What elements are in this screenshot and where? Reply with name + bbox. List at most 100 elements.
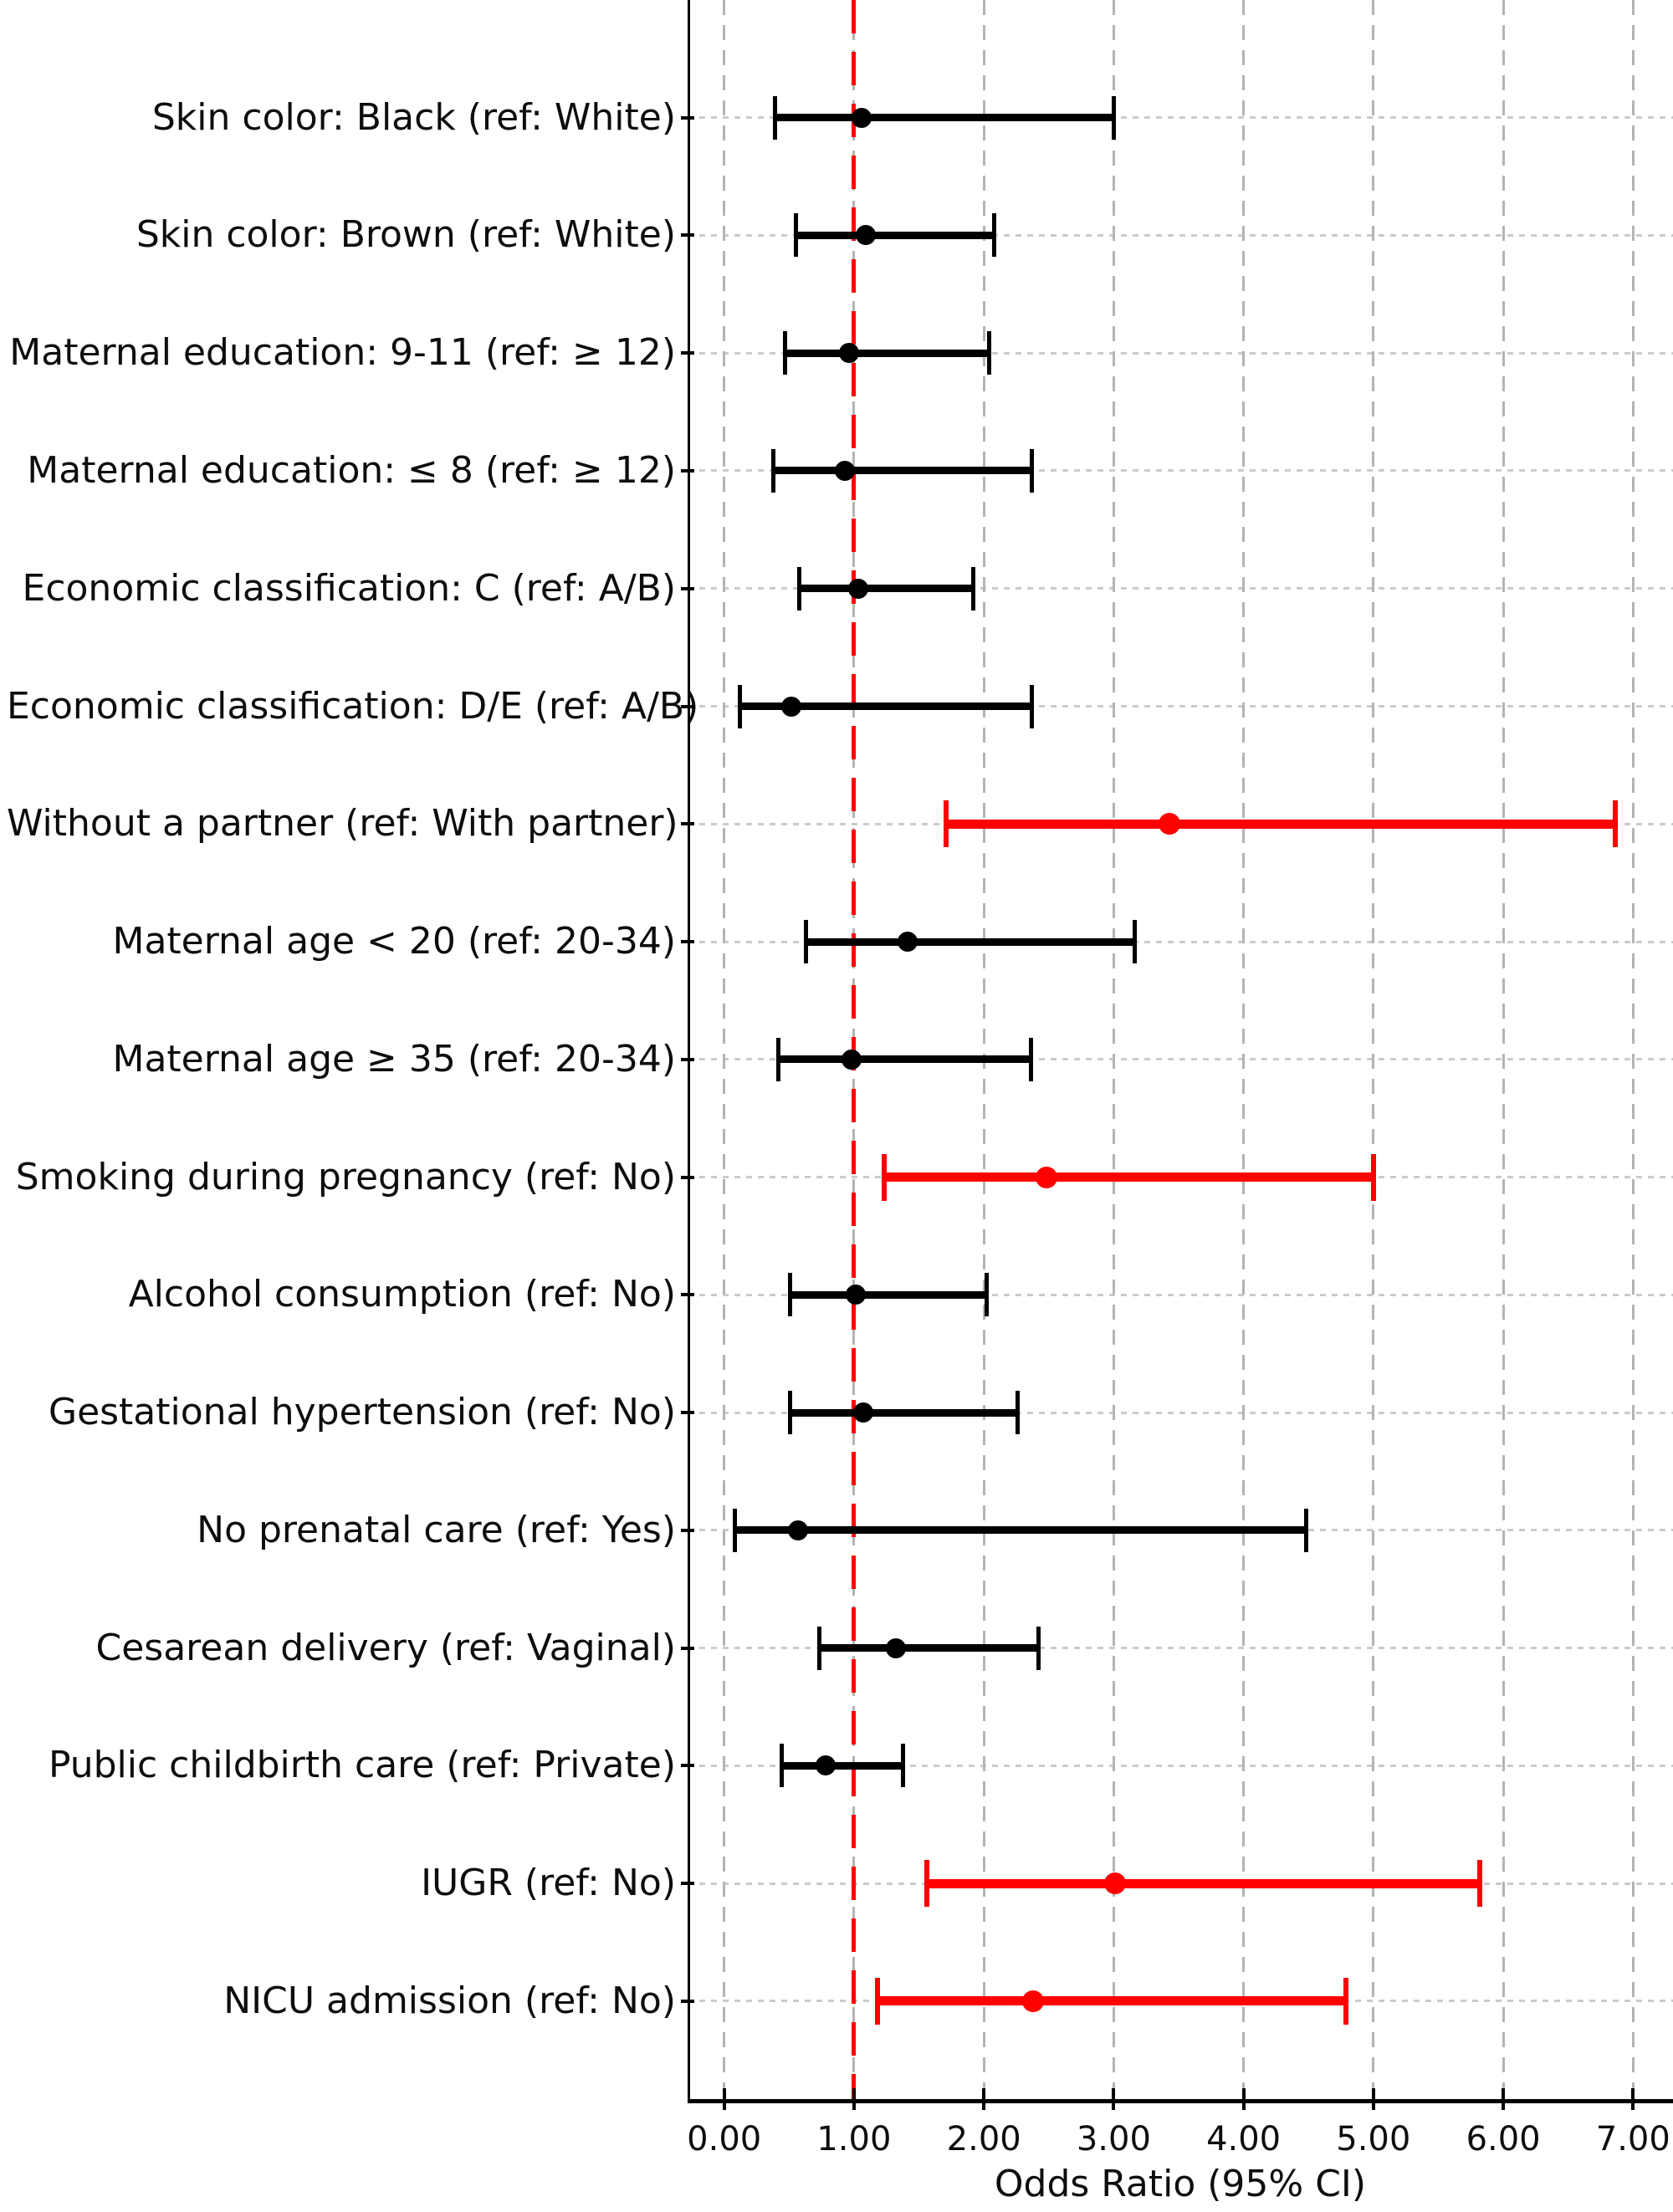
ci-line — [785, 349, 990, 357]
ci-line — [781, 1761, 903, 1770]
ci-cap-low — [874, 1977, 880, 2025]
row-gridline — [688, 469, 1673, 473]
x-tick-label: 1.00 — [816, 2120, 892, 2158]
category-label: Maternal age ≥ 35 (ref: 20-34) — [112, 1037, 676, 1080]
or-point-marker — [897, 932, 918, 952]
category-label: IUGR (ref: No) — [421, 1862, 676, 1905]
ci-cap-high — [1343, 1977, 1349, 2025]
ci-line — [773, 467, 1032, 475]
ci-cap-low — [944, 800, 949, 848]
y-tick-mark — [681, 586, 694, 590]
y-tick-mark — [681, 1057, 694, 1061]
x-gridline — [1242, 0, 1246, 2099]
or-point-marker — [781, 696, 802, 717]
category-label: Public childbirth care (ref: Private) — [48, 1744, 676, 1787]
ci-cap-high — [901, 1744, 906, 1788]
category-label: Gestational hypertension (ref: No) — [48, 1391, 676, 1434]
ci-cap-low — [793, 213, 798, 258]
row-gridline — [688, 116, 1673, 120]
x-axis-title: Odds Ratio (95% CI) — [994, 2163, 1367, 2205]
category-label: Maternal education: 9-11 (ref: ≥ 12) — [9, 331, 676, 375]
ci-cap-high — [986, 331, 991, 375]
ci-cap-low — [816, 1626, 821, 1670]
ci-cap-high — [1036, 1626, 1041, 1670]
ci-cap-high — [1028, 1037, 1033, 1081]
or-point-marker — [845, 1285, 866, 1305]
ci-cap-low — [737, 684, 742, 728]
or-point-marker — [885, 1637, 906, 1658]
ci-cap-high — [1303, 1508, 1308, 1552]
x-tick-label: 6.00 — [1466, 2120, 1541, 2158]
x-tick-label: 3.00 — [1076, 2120, 1151, 2158]
or-point-marker — [847, 578, 868, 599]
or-point-marker — [852, 107, 872, 128]
ci-line — [775, 114, 1114, 122]
category-label: Alcohol consumption (ref: No) — [128, 1273, 676, 1316]
y-tick-mark — [681, 822, 694, 826]
ci-line — [806, 937, 1135, 946]
x-gridline — [1372, 0, 1375, 2099]
or-point-marker — [815, 1755, 836, 1776]
x-tick-mark — [1631, 2088, 1635, 2110]
y-axis-spine — [688, 0, 690, 2102]
category-label: NICU admission (ref: No) — [223, 1979, 676, 2022]
x-tick-label: 0.00 — [687, 2120, 762, 2158]
row-gridline — [688, 1647, 1673, 1650]
or-point-marker — [835, 460, 856, 481]
ci-cap-high — [1477, 1860, 1483, 1908]
or-point-marker — [1022, 1990, 1045, 2012]
ci-cap-high — [1030, 684, 1035, 728]
x-tick-mark — [982, 2088, 986, 2110]
x-tick-mark — [1502, 2088, 1506, 2110]
ci-cap-high — [1370, 1153, 1376, 1201]
x-gridline — [1502, 0, 1505, 2099]
category-label: Without a partner (ref: With partner) — [7, 802, 678, 845]
row-gridline — [688, 1764, 1673, 1767]
ci-line — [734, 1526, 1307, 1535]
ci-line — [877, 1996, 1347, 2006]
ci-line — [819, 1644, 1039, 1653]
row-gridline — [688, 705, 1673, 708]
category-label: Maternal education: ≤ 8 (ref: ≥ 12) — [27, 448, 676, 492]
x-tick-label: 7.00 — [1595, 2120, 1670, 2158]
ci-cap-low — [923, 1860, 929, 1908]
ci-line — [926, 1878, 1481, 1888]
y-tick-mark — [681, 704, 694, 708]
ci-cap-high — [971, 566, 976, 610]
or-point-marker — [841, 1049, 862, 1070]
x-tick-label: 5.00 — [1336, 2120, 1411, 2158]
ci-cap-low — [804, 920, 808, 963]
ci-cap-low — [776, 1037, 781, 1081]
x-gridline — [982, 0, 985, 2099]
y-tick-mark — [681, 1528, 694, 1532]
ci-line — [778, 1055, 1031, 1064]
ci-line — [790, 1290, 987, 1299]
row-gridline — [688, 1058, 1673, 1061]
x-tick-mark — [852, 2088, 856, 2110]
category-label: Maternal age < 20 (ref: 20-34) — [112, 920, 676, 963]
or-point-marker — [1035, 1166, 1057, 1188]
ci-cap-low — [732, 1508, 737, 1552]
y-tick-mark — [681, 1764, 694, 1768]
x-tick-label: 2.00 — [946, 2120, 1021, 2158]
category-label: No prenatal care (ref: Yes) — [197, 1508, 676, 1551]
y-tick-mark — [681, 1293, 694, 1297]
ci-line — [883, 1172, 1374, 1182]
y-tick-mark — [681, 940, 694, 943]
row-gridline — [688, 1411, 1673, 1414]
ci-line — [946, 819, 1615, 829]
ci-cap-low — [783, 331, 788, 375]
row-gridline — [688, 940, 1673, 943]
x-tick-mark — [1112, 2088, 1116, 2110]
ci-cap-low — [797, 566, 802, 610]
ci-cap-low — [779, 1744, 784, 1788]
x-tick-mark — [1241, 2088, 1246, 2110]
ci-line — [799, 585, 974, 593]
or-point-marker — [1103, 1872, 1126, 1895]
y-tick-mark — [681, 233, 694, 238]
category-label: Cesarean delivery (ref: Vaginal) — [95, 1626, 676, 1669]
or-point-marker — [1159, 813, 1181, 835]
row-gridline — [688, 351, 1673, 355]
